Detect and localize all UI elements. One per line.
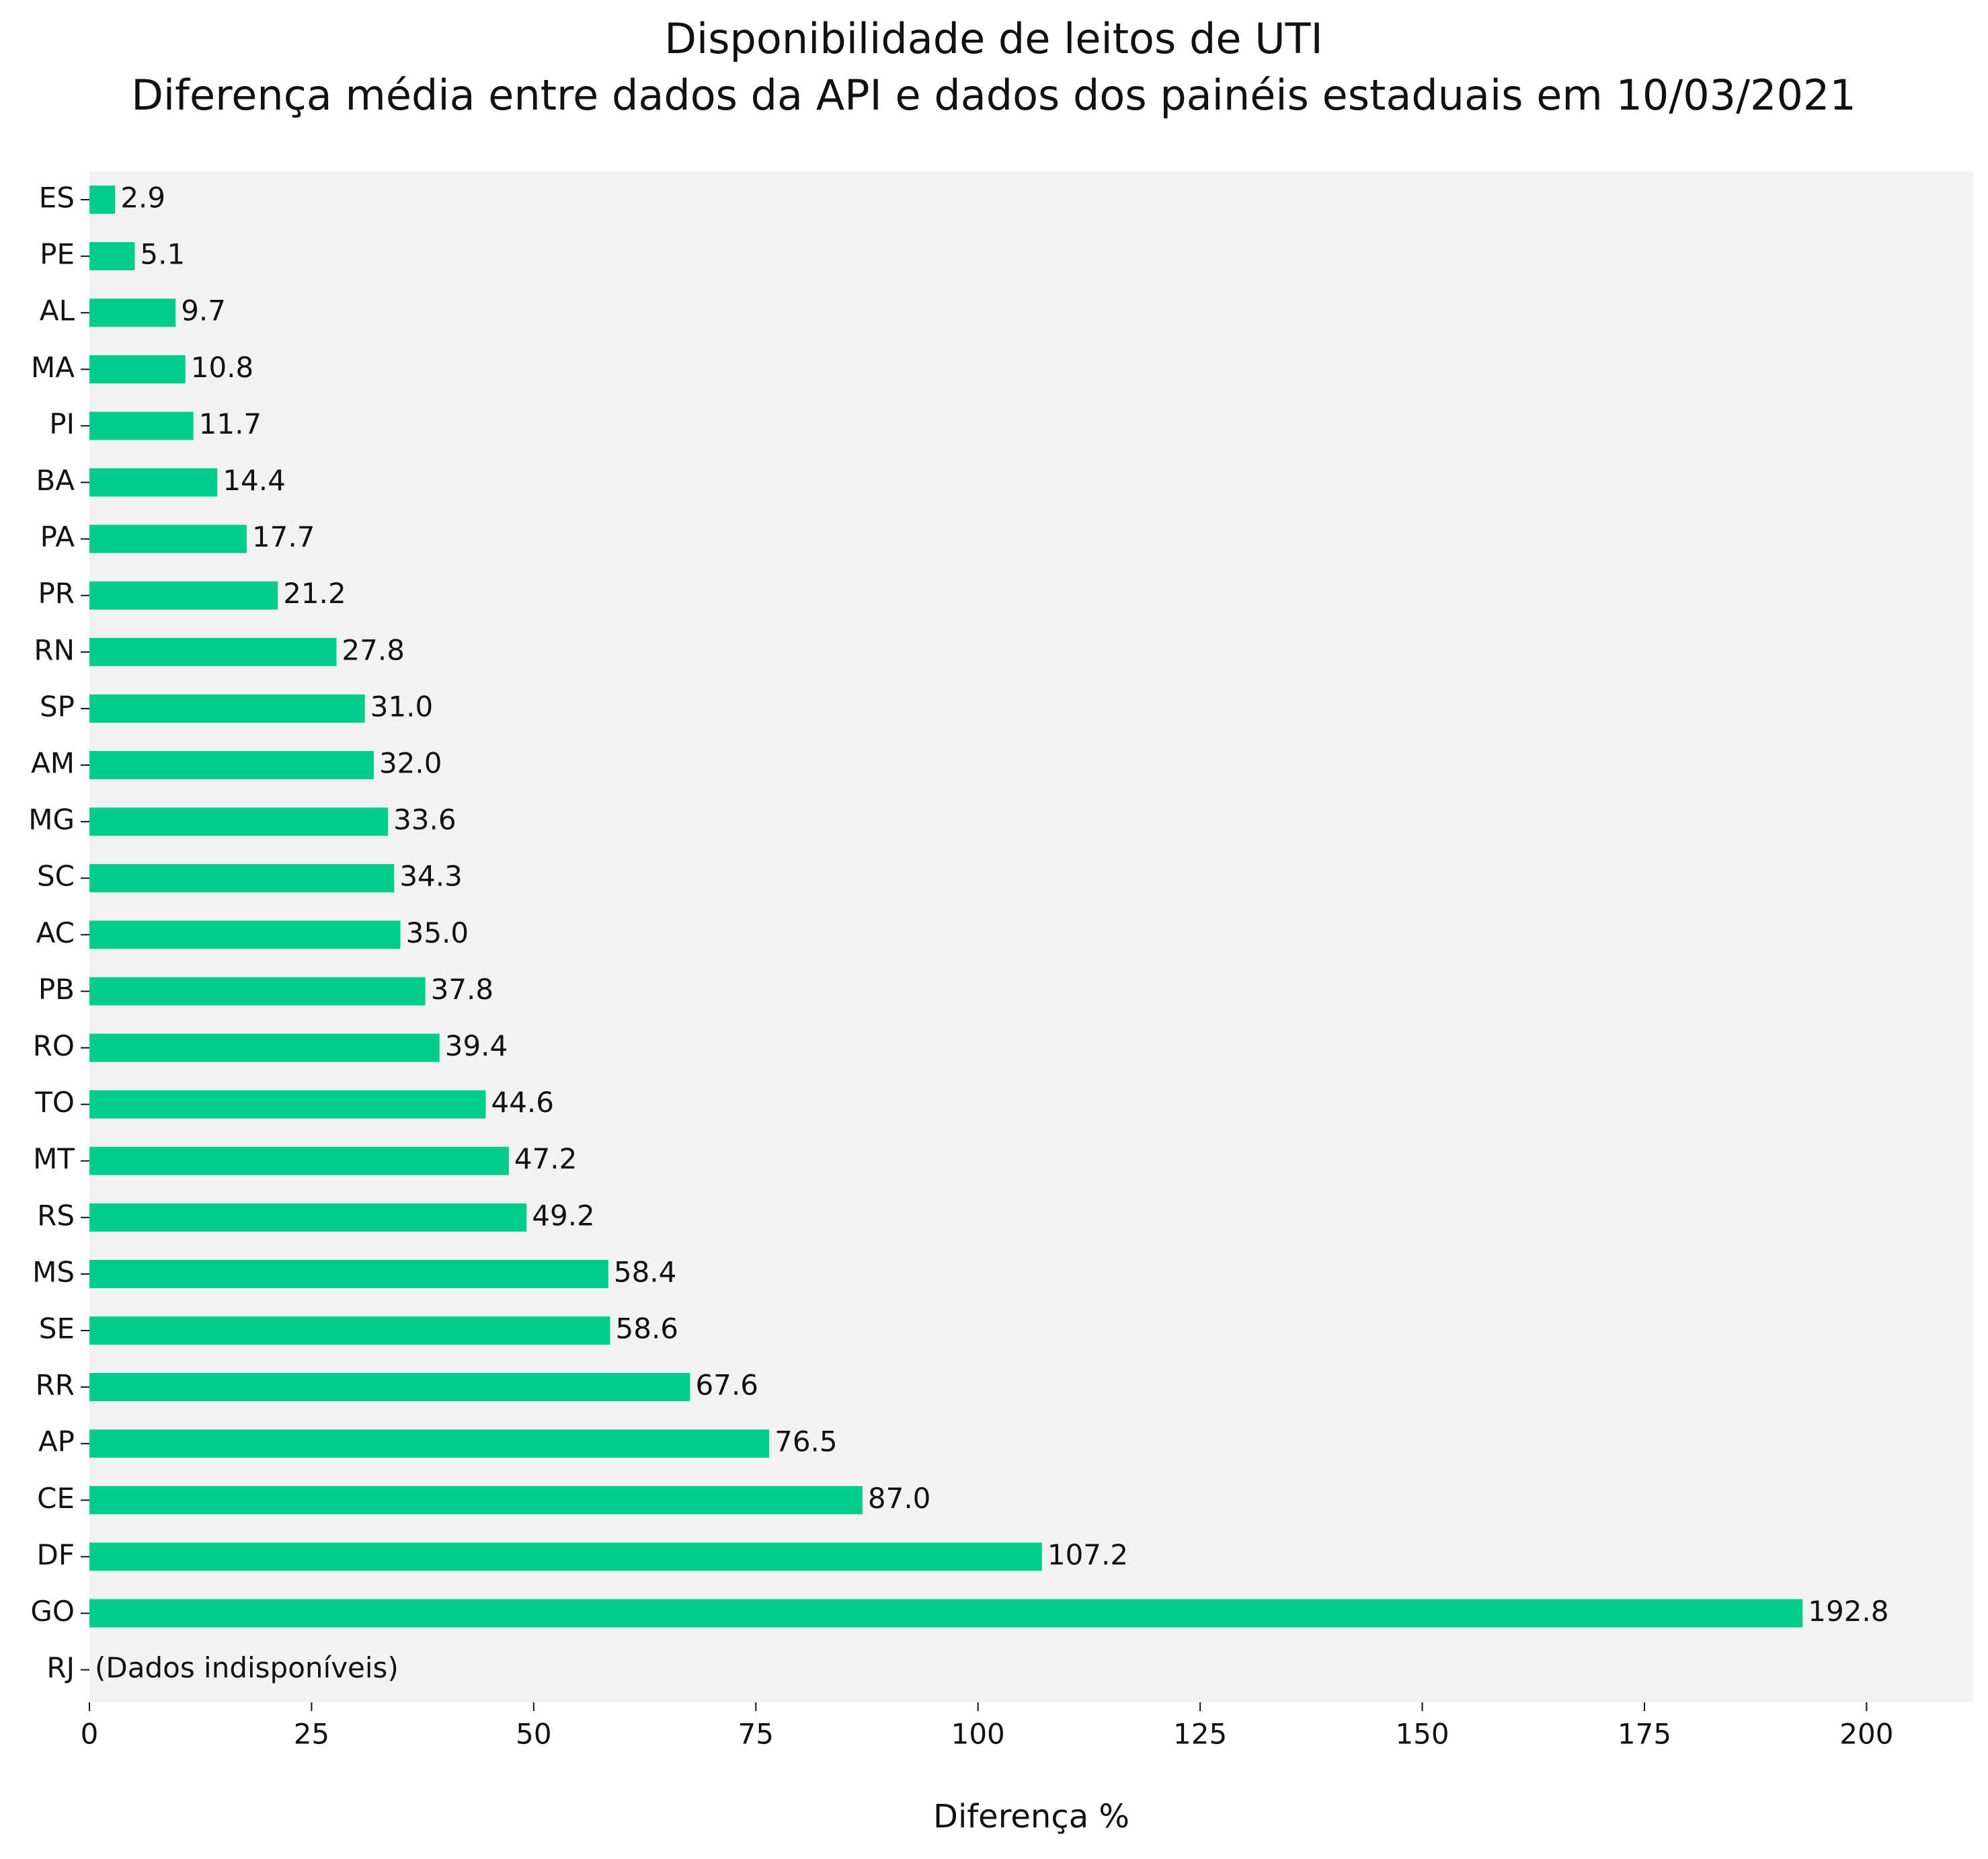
y-tick-label-sc: SC bbox=[37, 860, 75, 893]
bar-sp bbox=[89, 694, 365, 723]
y-tick-label-sp: SP bbox=[40, 690, 75, 723]
data-label-ce: 87.0 bbox=[868, 1482, 931, 1515]
y-tick-label-pb: PB bbox=[38, 973, 75, 1006]
data-label-to: 44.6 bbox=[491, 1086, 554, 1119]
y-tick-label-ce: CE bbox=[37, 1482, 75, 1515]
data-label-pr: 21.2 bbox=[283, 577, 346, 610]
bar-ac bbox=[89, 920, 401, 949]
data-label-pi: 11.7 bbox=[199, 407, 262, 440]
bar-es bbox=[89, 186, 116, 214]
bar-ro bbox=[89, 1033, 440, 1062]
chart-title: Disponibilidade de leitos de UTI Diferenç… bbox=[131, 14, 1856, 120]
bar-ce bbox=[89, 1486, 863, 1515]
y-tick-label-rj: RJ bbox=[46, 1651, 75, 1684]
bar-mt bbox=[89, 1146, 509, 1175]
bar-pr bbox=[89, 581, 278, 610]
bar-am bbox=[89, 751, 374, 779]
data-label-sp: 31.0 bbox=[370, 690, 434, 723]
y-tick-label-go: GO bbox=[30, 1595, 75, 1628]
data-label-se: 58.6 bbox=[616, 1312, 679, 1345]
bar-pb bbox=[89, 977, 426, 1006]
x-axis-title: Diferença % bbox=[933, 1798, 1129, 1835]
y-tick-label-pe: PE bbox=[40, 238, 75, 271]
bar-rs bbox=[89, 1203, 527, 1232]
y-tick-label-rs: RS bbox=[37, 1199, 75, 1232]
data-label-pa: 17.7 bbox=[252, 520, 315, 553]
bar-pi bbox=[89, 411, 194, 440]
bar-df bbox=[89, 1542, 1042, 1571]
data-label-es: 2.9 bbox=[120, 182, 165, 214]
bars: 2.9 5.1 9.7 10.8 11.7 14.4 17.7 21.2 27.8 31.0 32.… bbox=[89, 182, 1888, 1684]
y-tick-label-se: SE bbox=[39, 1312, 75, 1345]
chart-title-line-2: Diferença média entre dados da API e dad… bbox=[131, 71, 1856, 120]
chart-title-line-1: Disponibilidade de leitos de UTI bbox=[664, 14, 1322, 63]
x-tick-label-200: 200 bbox=[1839, 1718, 1893, 1751]
y-tick-label-ba: BA bbox=[36, 464, 75, 497]
bar-rn bbox=[89, 637, 337, 666]
bar-pe bbox=[89, 242, 135, 271]
bar-ma bbox=[89, 355, 186, 384]
data-label-ac: 35.0 bbox=[406, 916, 469, 949]
x-tick-label-0: 0 bbox=[81, 1718, 99, 1751]
data-label-ba: 14.4 bbox=[223, 464, 286, 497]
y-tick-label-ms: MS bbox=[32, 1255, 75, 1288]
bar-mg bbox=[89, 807, 389, 836]
x-tick-label-75: 75 bbox=[738, 1718, 774, 1751]
x-tick-label-50: 50 bbox=[516, 1718, 551, 1751]
bar-al bbox=[89, 299, 176, 327]
data-label-am: 32.0 bbox=[379, 747, 442, 780]
bar-ba bbox=[89, 468, 218, 497]
data-label-pb: 37.8 bbox=[431, 973, 494, 1006]
data-label-mt: 47.2 bbox=[514, 1142, 578, 1175]
x-tick-label-150: 150 bbox=[1395, 1718, 1449, 1751]
x-tick-label-25: 25 bbox=[294, 1718, 329, 1751]
y-tick-label-al: AL bbox=[40, 294, 75, 327]
data-label-ro: 39.4 bbox=[445, 1029, 508, 1062]
bar-to bbox=[89, 1090, 486, 1119]
data-label-pe: 5.1 bbox=[140, 238, 185, 271]
bar-go bbox=[89, 1599, 1803, 1628]
data-label-rs: 49.2 bbox=[532, 1199, 595, 1232]
y-tick-label-am: AM bbox=[31, 747, 75, 780]
bar-ms bbox=[89, 1259, 608, 1288]
y-tick-label-ap: AP bbox=[38, 1425, 75, 1458]
y-tick-label-to: TO bbox=[34, 1086, 75, 1119]
data-label-mg: 33.6 bbox=[393, 803, 456, 836]
data-label-rj: (Dados indisponíveis) bbox=[95, 1651, 399, 1684]
y-tick-label-rn: RN bbox=[34, 633, 75, 666]
x-tick-label-100: 100 bbox=[951, 1718, 1005, 1751]
data-label-sc: 34.3 bbox=[399, 860, 463, 893]
bar-pa bbox=[89, 524, 247, 553]
y-tick-label-pi: PI bbox=[49, 407, 75, 440]
bar-sc bbox=[89, 864, 395, 893]
y-tick-label-pa: PA bbox=[40, 520, 75, 553]
y-tick-label-ro: RO bbox=[33, 1029, 75, 1062]
y-tick-label-es: ES bbox=[39, 182, 75, 214]
x-tick-label-175: 175 bbox=[1618, 1718, 1671, 1751]
x-axis: 0 25 50 75 100 125 150 175 200 bbox=[81, 1702, 1893, 1751]
data-label-rr: 67.6 bbox=[695, 1369, 758, 1402]
data-label-ap: 76.5 bbox=[774, 1425, 838, 1458]
y-tick-label-mt: MT bbox=[33, 1142, 75, 1175]
x-tick-label-125: 125 bbox=[1173, 1718, 1227, 1751]
y-tick-label-pr: PR bbox=[38, 577, 75, 610]
data-label-ms: 58.4 bbox=[614, 1255, 677, 1288]
data-label-al: 9.7 bbox=[181, 294, 226, 327]
y-tick-label-mg: MG bbox=[28, 803, 75, 836]
bar-se bbox=[89, 1316, 610, 1345]
bar-ap bbox=[89, 1429, 770, 1458]
y-tick-label-rr: RR bbox=[36, 1369, 75, 1402]
bar-rr bbox=[89, 1373, 690, 1402]
y-tick-label-df: DF bbox=[37, 1538, 75, 1571]
data-label-ma: 10.8 bbox=[191, 351, 254, 384]
y-axis: ES PE AL MA PI BA PA PR RN SP AM MG SC AC PB RO TO MT RS MS… bbox=[28, 182, 89, 1684]
y-tick-label-ac: AC bbox=[36, 916, 75, 949]
data-label-rn: 27.8 bbox=[342, 633, 405, 666]
y-tick-label-ma: MA bbox=[31, 351, 75, 384]
data-label-go: 192.8 bbox=[1808, 1595, 1888, 1628]
data-label-df: 107.2 bbox=[1047, 1538, 1128, 1571]
